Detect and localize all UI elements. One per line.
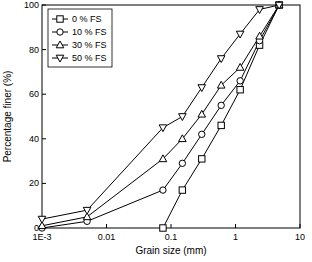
point	[256, 7, 264, 14]
legend-label: 10 % FS	[72, 27, 107, 37]
y-tick	[42, 183, 46, 184]
y-tick-label: 40	[29, 134, 39, 144]
point	[38, 216, 46, 223]
point	[198, 85, 206, 92]
legend-label: 30 % FS	[72, 40, 107, 50]
x-tick	[171, 224, 172, 228]
point	[159, 125, 167, 132]
legend-label: 50 % FS	[72, 53, 107, 63]
x-tick-label: 0.1	[165, 232, 178, 242]
x-tick-label: 1E-3	[32, 232, 51, 242]
chart: 1E-30.010.1110020406080100Grain size (mm…	[0, 0, 312, 262]
point	[236, 63, 244, 70]
point	[256, 32, 264, 39]
y-tick	[42, 94, 46, 95]
y-tick	[42, 49, 46, 50]
point	[179, 187, 185, 193]
point	[218, 102, 224, 108]
x-tick	[106, 224, 107, 228]
point	[199, 131, 205, 137]
point	[159, 155, 167, 162]
y-tick-label: 80	[29, 45, 39, 55]
plot-area	[38, 1, 283, 231]
x-tick-label: 10	[295, 232, 305, 242]
x-tick-label: 1	[233, 232, 238, 242]
y-axis-title: Percentage finer (%)	[2, 71, 13, 163]
series-line	[42, 5, 279, 219]
legend-box	[48, 9, 112, 67]
point	[217, 81, 225, 88]
point	[179, 160, 185, 166]
series-line	[42, 5, 279, 226]
y-tick	[42, 138, 46, 139]
x-tick-label: 0.01	[98, 232, 116, 242]
point	[217, 56, 225, 63]
legend-marker	[56, 41, 64, 48]
point	[276, 2, 282, 8]
point	[198, 110, 206, 117]
point	[275, 2, 283, 9]
legend-marker	[56, 55, 64, 62]
point	[160, 225, 166, 231]
point	[199, 156, 205, 162]
y-tick-label: 20	[29, 178, 39, 188]
series-line	[163, 5, 279, 228]
point	[83, 207, 91, 214]
point	[237, 87, 243, 93]
point	[236, 31, 244, 38]
point	[218, 122, 224, 128]
series-line	[42, 5, 279, 228]
point	[179, 135, 187, 142]
legend-label: 0 % FS	[72, 14, 102, 24]
x-tick	[235, 224, 236, 228]
legend-marker	[57, 16, 63, 22]
point	[160, 187, 166, 193]
point	[179, 114, 187, 121]
point	[276, 2, 282, 8]
point	[237, 78, 243, 84]
plot-frame	[42, 5, 300, 228]
y-tick-label: 100	[24, 0, 39, 10]
legend-marker	[57, 29, 63, 35]
legend: 0 % FS 10 % FS 30 % FS 50 % FS	[48, 9, 112, 67]
y-tick-label: 60	[29, 89, 39, 99]
x-axis-title: Grain size (mm)	[135, 245, 206, 256]
